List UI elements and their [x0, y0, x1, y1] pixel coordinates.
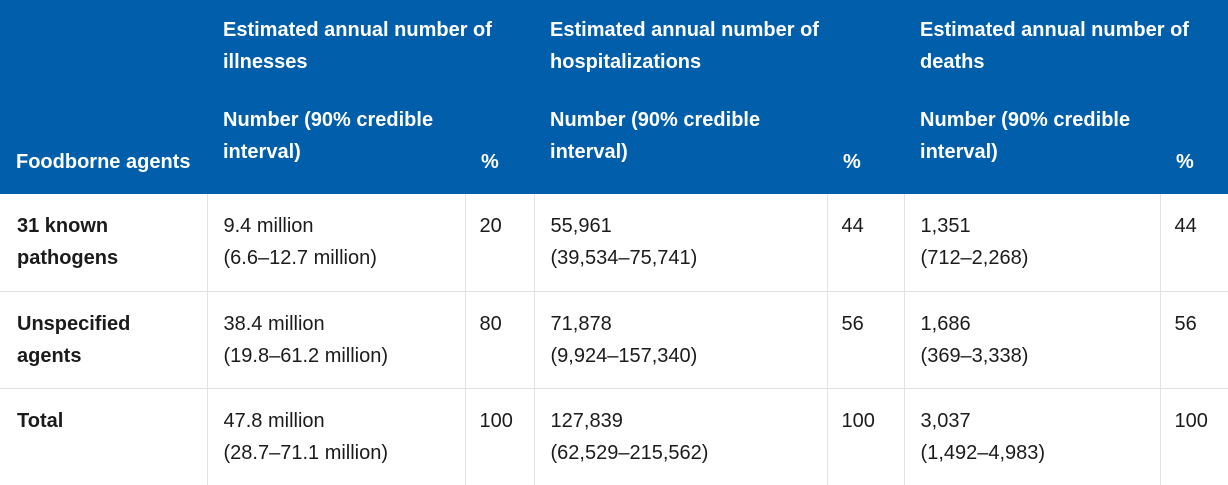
- illnesses-value: 47.8 million: [223, 409, 325, 432]
- hospitalizations-interval: (9,924–157,340): [550, 344, 698, 367]
- table-row: Total 47.8 million (28.7–71.1 million) 1…: [0, 388, 1228, 485]
- table-body: 31 known pathogens 9.4 million (6.6–12.7…: [0, 194, 1228, 485]
- header-sub-row: Number (90% credible interval) % Number …: [0, 104, 1228, 194]
- illnesses-interval: (28.7–71.1 million): [223, 441, 389, 464]
- deaths-interval: (369–3,338): [920, 344, 1029, 367]
- deaths-pct: 56: [1160, 291, 1228, 389]
- hospitalizations-pct: 100: [827, 388, 905, 485]
- hospitalizations-value: 55,961: [550, 215, 612, 237]
- illnesses-pct: 80: [465, 291, 535, 389]
- deaths-group-header: Estimated annual number of deaths: [904, 0, 1228, 104]
- hospitalizations-value: 127,839: [550, 409, 623, 432]
- illnesses-pct-header: %: [465, 104, 535, 194]
- deaths-cell: 1,686 (369–3,338): [904, 291, 1161, 389]
- deaths-cell: 1,351 (712–2,268): [904, 194, 1161, 292]
- header-group-row: Foodborne agents Estimated annual number…: [0, 0, 1228, 194]
- deaths-number-header: Number (90% credible interval): [904, 104, 1161, 194]
- hospitalizations-interval: (39,534–75,741): [550, 247, 698, 269]
- illnesses-pct: 20: [465, 194, 535, 292]
- deaths-pct: 44: [1160, 194, 1228, 292]
- deaths-pct: 100: [1174, 409, 1208, 432]
- illnesses-interval: (6.6–12.7 million): [223, 247, 377, 269]
- deaths-value: 1,351: [920, 215, 971, 237]
- hospitalizations-cell: 71,878 (9,924–157,340): [534, 291, 828, 389]
- deaths-cell: 3,037 (1,492–4,983): [904, 388, 1161, 485]
- illnesses-group-header: Estimated annual number of illnesses: [207, 0, 535, 104]
- illnesses-value: 38.4 million: [223, 312, 325, 335]
- illnesses-number-header: Number (90% credible interval): [207, 104, 465, 194]
- illnesses-cell: 9.4 million (6.6–12.7 million): [207, 194, 466, 292]
- illnesses-cell: 38.4 million (19.8–61.2 million): [207, 291, 466, 389]
- hospitalizations-interval: (62,529–215,562): [550, 441, 709, 464]
- illnesses-value: 9.4 million: [223, 215, 314, 237]
- agent-column-header: Foodborne agents: [0, 0, 207, 194]
- deaths-value: 3,037: [920, 409, 971, 432]
- illnesses-cell: 47.8 million (28.7–71.1 million): [207, 388, 466, 485]
- hospitalizations-value: 71,878: [550, 312, 612, 335]
- deaths-interval: (1,492–4,983): [920, 441, 1046, 464]
- table-header: Foodborne agents Estimated annual number…: [0, 0, 1228, 194]
- hospitalizations-group-header: Estimated annual number of hospitalizati…: [534, 0, 905, 104]
- hospitalizations-cell: 127,839 (62,529–215,562): [534, 388, 828, 485]
- hospitalizations-pct-header: %: [827, 104, 905, 194]
- agent-name: Total: [0, 388, 208, 485]
- illnesses-pct: 100: [465, 388, 535, 485]
- illnesses-interval: (19.8–61.2 million): [223, 344, 389, 367]
- deaths-interval: (712–2,268): [920, 247, 1029, 269]
- agent-name: Unspecified agents: [0, 291, 208, 389]
- hospitalizations-pct: 44: [827, 194, 905, 292]
- hospitalizations-cell: 55,961 (39,534–75,741): [534, 194, 828, 292]
- table-row: 31 known pathogens 9.4 million (6.6–12.7…: [0, 194, 1228, 292]
- table-row: Unspecified agents 38.4 million (19.8–61…: [0, 291, 1228, 389]
- hospitalizations-pct: 56: [827, 291, 905, 389]
- agent-name: 31 known pathogens: [0, 194, 208, 292]
- hospitalizations-number-header: Number (90% credible interval): [534, 104, 828, 194]
- deaths-value: 1,686: [920, 312, 971, 335]
- deaths-pct-header: %: [1160, 104, 1228, 194]
